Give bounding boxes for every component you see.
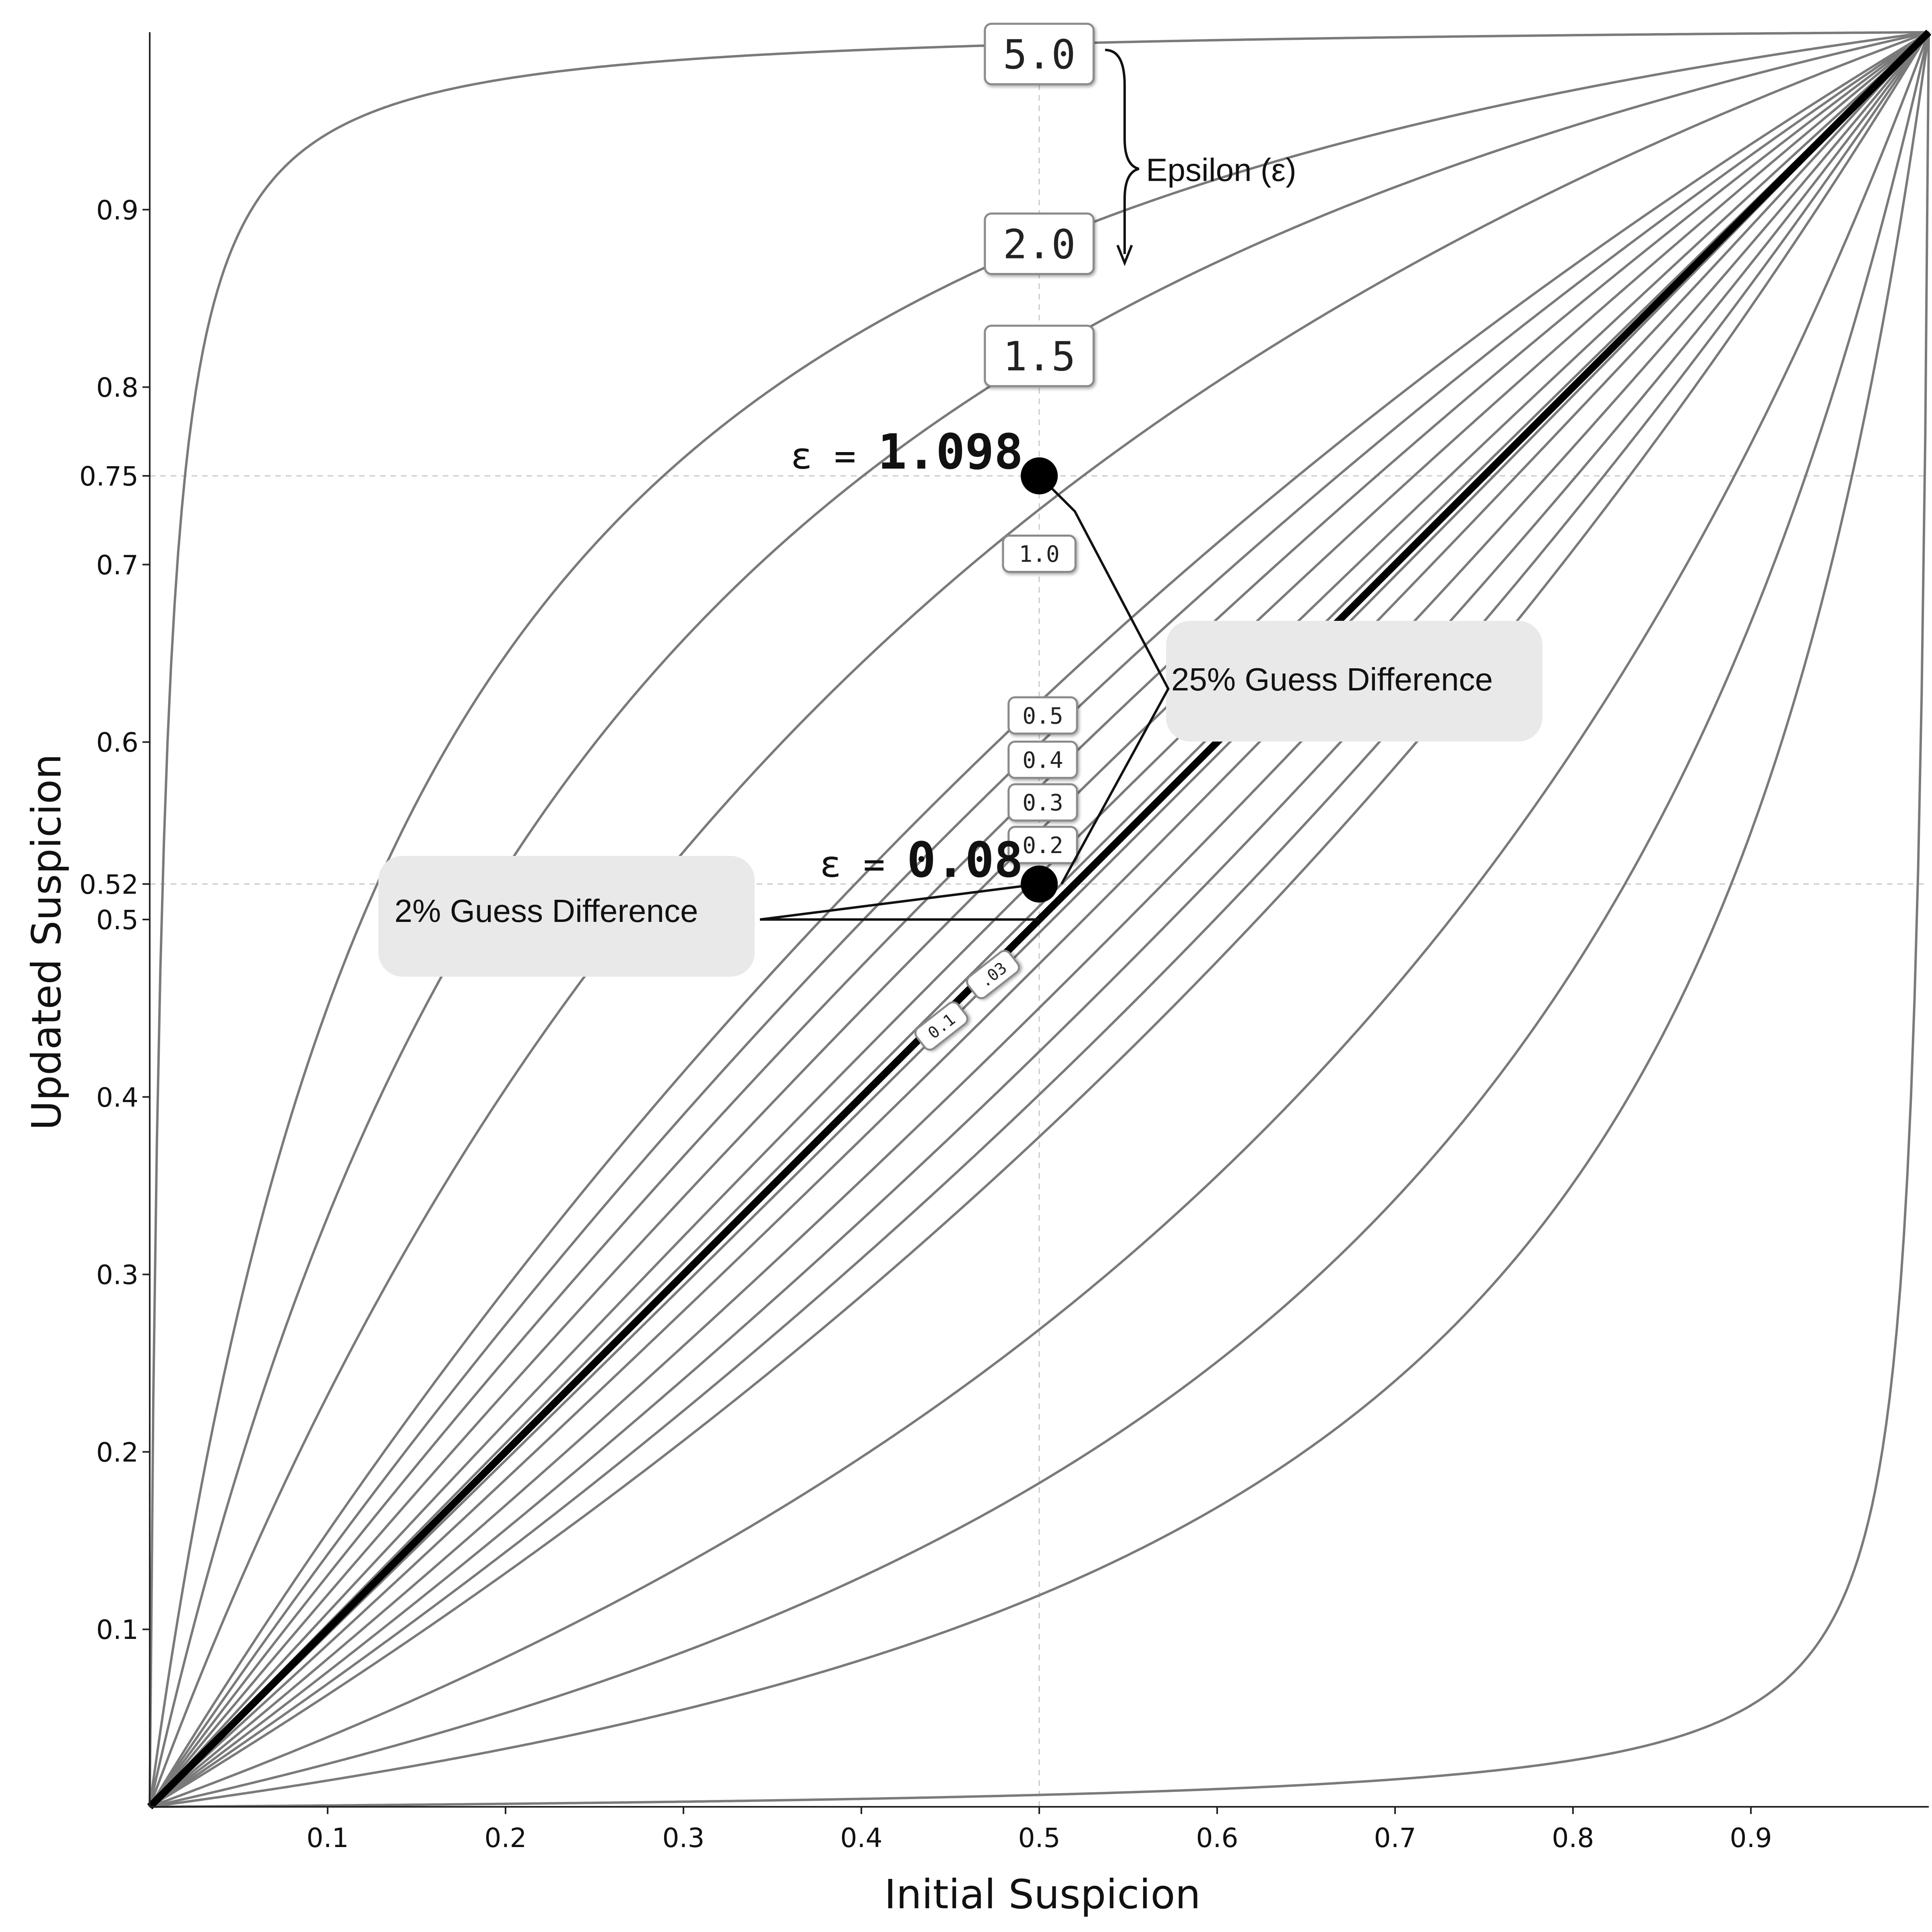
- epsilon-label-box: [984, 23, 1095, 85]
- x-tick-label: 0.4: [840, 1822, 883, 1853]
- epsilon-label-text: 0.5: [1022, 703, 1063, 729]
- epsilon-curve: [149, 31, 1930, 1808]
- epsilon-label-box: [914, 1001, 968, 1051]
- y-tick-label: 0.1: [96, 1614, 138, 1645]
- highlight-point: [1021, 865, 1058, 903]
- y-tick-label: 0.5: [96, 905, 138, 936]
- epsilon-label-box: [1007, 696, 1078, 735]
- y-tick-label: 0.7: [96, 550, 138, 581]
- epsilon-label-.03: .03: [966, 950, 1020, 999]
- x-axis-ticks: 0.1 0.2 0.3 0.4 0.5 0.6 0.7 0.8 0.9: [307, 1807, 1772, 1853]
- epsilon-label-0.3: 0.3: [1007, 783, 1078, 822]
- epsilon-label-box: [1007, 783, 1078, 822]
- epsilon-brace-arrowhead: [1116, 244, 1133, 267]
- y-tick-label: 0.8: [96, 372, 138, 403]
- epsilon-value: 1.098: [878, 424, 1023, 480]
- epsilon-label-box: [984, 212, 1095, 275]
- epsilon-curve: [149, 31, 1930, 1808]
- x-tick-label: 0.3: [663, 1822, 705, 1853]
- callout-box-2: [378, 856, 755, 977]
- epsilon-label-0.4: 0.4: [1007, 740, 1078, 779]
- y-axis-ticks: 0.1 0.2 0.3 0.4 0.5 0.52 0.6 0.7 0.75 0.8 0.9: [79, 195, 150, 1645]
- epsilon-curve: [149, 32, 1930, 1808]
- epsilon-label-text: 2.0: [1003, 221, 1076, 268]
- epsilon-label-box: [966, 950, 1020, 999]
- epsilon-label-box: [1002, 534, 1077, 573]
- epsilon-label-0.1: 0.1: [914, 1001, 968, 1051]
- epsilon-curve: [149, 31, 1930, 1808]
- epsilon-label-0.5: 0.5: [1007, 696, 1078, 735]
- y-tick-label: 0.3: [96, 1260, 138, 1291]
- epsilon-label-box: [984, 324, 1095, 387]
- epsilon-label-2.0: 2.0: [984, 212, 1095, 275]
- epsilon-label-text: 0.4: [1022, 747, 1063, 773]
- epsilon-curve: [149, 31, 1930, 1808]
- epsilon-label-text: 5.0: [1003, 31, 1076, 78]
- x-tick-label: 0.9: [1730, 1822, 1772, 1853]
- epsilon-curve: [149, 31, 1930, 1808]
- callout-text-25: 25% Guess Difference: [1171, 661, 1493, 697]
- epsilon-label-text: 1.0: [1019, 541, 1059, 568]
- x-tick-label: 0.2: [485, 1822, 527, 1853]
- epsilon-value-labels: 5.0 2.0 1.5 1.0 0.5 0.4 0.3 0.2 0.1.03: [914, 23, 1095, 1051]
- callout-leader-25: [1038, 475, 1170, 885]
- x-tick-label: 0.8: [1552, 1822, 1594, 1853]
- epsilon-label-5.0: 5.0: [984, 23, 1095, 85]
- epsilon-curve: [149, 32, 1930, 1808]
- epsilon-curve: [149, 32, 1930, 1808]
- callout-box-25: [1166, 621, 1542, 742]
- epsilon-prefix: ε =: [819, 843, 907, 886]
- x-tick-label: 0.5: [1018, 1822, 1061, 1853]
- epsilon-label-1.5: 1.5: [984, 324, 1095, 387]
- epsilon-curve: [149, 31, 1930, 1808]
- epsilon-label-1.0: 1.0: [1002, 534, 1077, 573]
- epsilon-label-0.2: 0.2: [1007, 826, 1078, 864]
- callout-text-2: 2% Guess Difference: [394, 893, 698, 929]
- epsilon-curve: [149, 31, 1930, 1808]
- epsilon-brace-label: Epsilon (ε): [1146, 152, 1296, 188]
- x-tick-label: 0.7: [1374, 1822, 1416, 1853]
- x-axis-label: Initial Suspicion: [884, 1871, 1201, 1918]
- y-axis-label: Updated Suspicion: [23, 754, 70, 1130]
- epsilon-label-box: [1007, 740, 1078, 779]
- y-tick-label: 0.9: [96, 195, 138, 226]
- epsilon-label-text: 0.2: [1022, 833, 1063, 859]
- y-tick-label: 0.4: [96, 1082, 138, 1113]
- y-tick-label: 0.75: [79, 461, 138, 492]
- epsilon-label-text: 0.3: [1022, 790, 1063, 816]
- y-tick-label: 0.52: [79, 869, 138, 900]
- epsilon-label-box: [1007, 826, 1078, 864]
- epsilon-value: 0.08: [907, 833, 1023, 889]
- epsilon-curve: [149, 31, 1930, 1808]
- callout-leader-2a: [760, 882, 1040, 921]
- x-tick-label: 0.6: [1196, 1822, 1238, 1853]
- epsilon-curve: [149, 31, 1930, 1808]
- x-tick-label: 0.1: [307, 1822, 349, 1853]
- highlight-point-label: ε = 0.08: [819, 833, 1023, 889]
- epsilon-label-text: 1.5: [1003, 333, 1076, 380]
- epsilon-prefix: ε =: [791, 435, 878, 477]
- epsilon-brace: [1105, 49, 1139, 254]
- highlight-point: [1021, 457, 1058, 494]
- y-tick-label: 0.2: [96, 1437, 138, 1468]
- annotations: Epsilon (ε) 25% Guess Difference 2% Guess …: [378, 49, 1542, 977]
- y-tick-label: 0.6: [96, 727, 138, 758]
- highlight-point-label: ε = 1.098: [791, 424, 1023, 480]
